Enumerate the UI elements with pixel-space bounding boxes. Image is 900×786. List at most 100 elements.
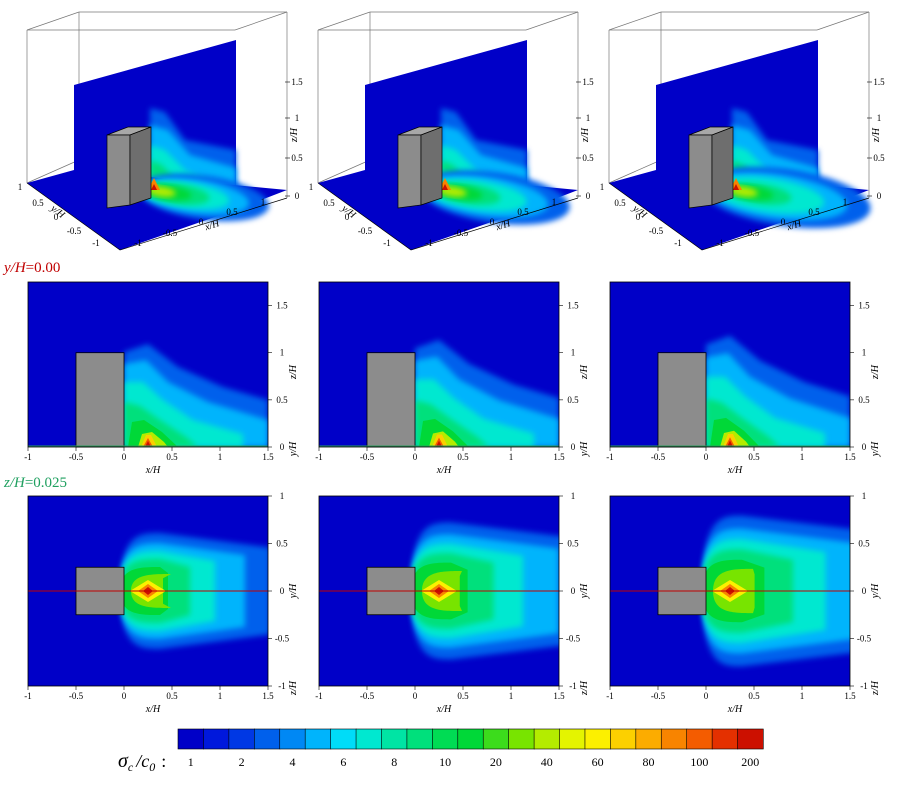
z-tick-label: 1 (877, 113, 882, 123)
y-axis-label: y/H (870, 441, 881, 457)
row-3d-panels: -1-0.500.51x/H10.50-0.5-1y/H00.511.5z/H-… (18, 11, 885, 251)
x-tick-label: 1 (843, 197, 848, 207)
z-tick-label: 1.5 (873, 77, 885, 87)
y-tick-label: -0.5 (67, 226, 82, 236)
y-tick-label: -0.5 (358, 226, 373, 236)
z-tick-label: 1 (280, 348, 285, 358)
x-axis-label: x/H (727, 704, 743, 715)
z-axis-label: z/H (288, 680, 299, 696)
x-tick-label: -1 (24, 452, 32, 462)
contour-plume (138, 173, 269, 222)
xy-panel: -1 -0.5 0 0.5 1 1.5 x/H -1 -0.5 0 0.5 1 y/H z/H (315, 491, 590, 715)
frame (318, 281, 560, 448)
x-tick-label: -0.5 (651, 691, 666, 701)
y-tick-label: 0.5 (567, 539, 579, 549)
colorbar-tick-label: 2 (239, 755, 245, 769)
x-tick-label: 0 (122, 691, 127, 701)
colorbar-swatch (355, 728, 383, 750)
y-tick-label: 0 (345, 212, 350, 222)
z-tick-label: 0.5 (291, 153, 303, 163)
xy-panel: -1 -0.5 0 0.5 1 1.5 x/H -1 -0.5 0 0.5 1 y/H z/H (24, 491, 299, 715)
x-tick-label: 0.5 (517, 207, 529, 217)
row-label-z: z/H=0.025 (3, 475, 67, 491)
z-axis-label: z/H (289, 127, 300, 143)
z-tick-label: 1 (571, 348, 576, 358)
x-axis-label: x/H (727, 465, 743, 476)
z-tick-label: 0.5 (567, 395, 579, 405)
plume-group (124, 344, 268, 447)
x-axis-label: x/H (203, 218, 222, 233)
colorbar-tick-label: 6 (340, 755, 346, 769)
z-tick-label: 1.5 (276, 301, 288, 311)
x-tick-label: -0.5 (360, 452, 375, 462)
colorbar-swatch (737, 728, 764, 750)
x-tick-label: 0.5 (457, 691, 469, 701)
y-tick-label: -0.5 (649, 226, 664, 236)
x-axis-label: x/H (436, 465, 452, 476)
contour-plume (419, 170, 570, 225)
source-core (442, 184, 448, 190)
x-tick-label: -0.5 (69, 691, 84, 701)
frame (609, 281, 851, 448)
z-tick-label: 1.5 (858, 301, 870, 311)
contour-level (727, 440, 733, 447)
row-xz-panels: -1 -0.5 0 0.5 1 1.5 x/H 0 0.5 1 1.5 z/H y/H -1 -0.5 0 0.… (24, 281, 881, 476)
y-axis-label: y/H (579, 441, 590, 457)
x-tick-label: 0.5 (226, 207, 238, 217)
bounding-box-edge (608, 159, 662, 184)
y-tick-label: -0.5 (857, 634, 872, 644)
x-tick-label: -1 (315, 691, 323, 701)
x-tick-label: 0.5 (748, 452, 760, 462)
y-tick-label: 1 (571, 491, 576, 501)
x-tick-label: 0.5 (457, 452, 469, 462)
x-tick-label: 1.5 (262, 452, 274, 462)
colorbar-swatch (279, 728, 306, 750)
z-tick-label: 0 (586, 191, 591, 201)
colorbar-swatch (381, 728, 408, 750)
colorbar-variable-label: σc/c0: (118, 750, 166, 774)
z-tick-label: 0.5 (873, 153, 885, 163)
x-tick-label: -0.5 (454, 228, 469, 238)
x-tick-label: -0.5 (651, 452, 666, 462)
z-tick-label: 1.5 (291, 77, 303, 87)
building-front (397, 134, 422, 209)
x-tick-label: 0.5 (166, 691, 178, 701)
xz-panel: -1 -0.5 0 0.5 1 1.5 x/H 0 0.5 1 1.5 z/H y/H (606, 281, 881, 476)
x-tick-label: -0.5 (163, 228, 178, 238)
contour-level (436, 440, 442, 447)
row-label-y: y/H=0.00 (2, 260, 60, 276)
colorbar: 1 2 4 6 8 10 20 40 60 80 100 200 (177, 728, 764, 769)
z-tick-label: 1 (586, 113, 591, 123)
z-axis-label: z/H (870, 680, 881, 696)
colorbar-tick-label: 200 (741, 755, 759, 769)
z-tick-label: 0 (571, 442, 576, 452)
colorbar-swatch (177, 728, 205, 750)
y-tick-label: -1 (674, 238, 682, 248)
x-tick-label: -1 (315, 452, 323, 462)
x-tick-label: 0 (413, 691, 418, 701)
bounding-box-edge (525, 11, 579, 31)
axis-line (608, 182, 870, 251)
colorbar-swatch (457, 728, 484, 750)
z-tick-label: 1 (295, 113, 300, 123)
y-tick-label: -1 (92, 238, 100, 248)
y-axis-label: y/H (870, 583, 881, 599)
x-tick-label: 1.5 (262, 691, 274, 701)
x-tick-label: -1 (606, 691, 614, 701)
y-tick-label: 1 (862, 491, 867, 501)
y-tick-label: 0 (280, 586, 285, 596)
z-tick-label: 0.5 (276, 395, 288, 405)
colorbar-tick-label: 100 (690, 755, 708, 769)
bounding-box-edge (816, 11, 870, 31)
z-tick-label: 0 (295, 191, 300, 201)
x-axis-label: x/H (145, 704, 161, 715)
x-axis-label: x/H (145, 465, 161, 476)
x-tick-label: 0.5 (748, 691, 760, 701)
colorbar-swatch (610, 728, 637, 750)
colorbar-swatch (254, 728, 281, 750)
bounding-box-edge (26, 11, 80, 31)
contour-plume (706, 335, 850, 447)
x-tick-label: 1 (509, 452, 514, 462)
x-tick-label: 1.5 (844, 452, 856, 462)
